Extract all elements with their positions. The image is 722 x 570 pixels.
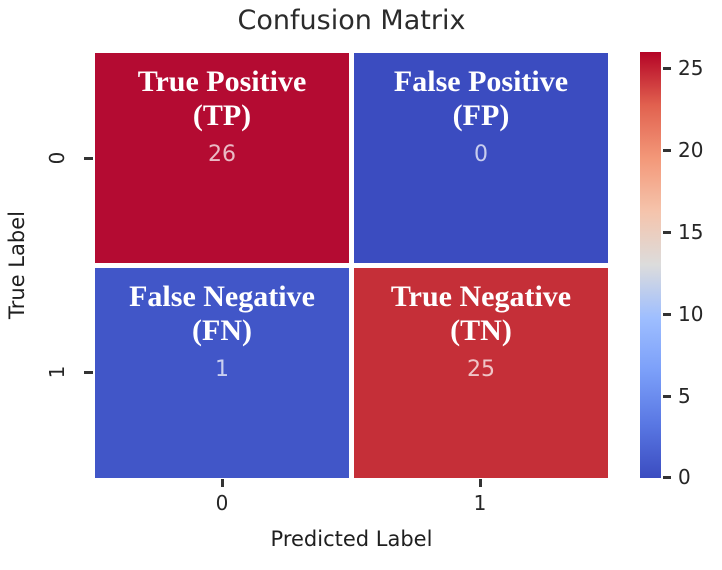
colorbar-tick-mark-20 [663,149,671,152]
y-tick-mark-0 [84,157,93,160]
cell-label-line2: (FP) [452,99,510,132]
cell-false-negative: False Negative (FN) 1 [95,268,349,478]
colorbar-tick-label-0: 0 [678,465,691,489]
colorbar-tick-label-5: 5 [678,384,691,408]
cell-value-false-negative: 1 [215,357,229,382]
y-tick-label-1: 1 [45,365,69,379]
colorbar [640,52,661,478]
cell-label-line1: True Negative [390,280,572,313]
colorbar-tick-mark-15 [663,231,671,234]
colorbar-tick-mark-10 [663,313,671,316]
colorbar-tick-label-15: 15 [678,220,704,244]
y-tick-mark-1 [84,371,93,374]
heatmap-grid: True Positive (TP) 26 False Positive (FP… [95,53,608,478]
colorbar-tick-label-10: 10 [678,302,704,326]
cell-value-true-positive: 26 [208,142,236,167]
cell-label-line1: True Positive [137,65,307,98]
colorbar-tick-label-20: 20 [678,138,704,162]
y-tick-label-0: 0 [45,151,69,165]
x-tick-mark-1 [479,479,482,487]
cell-value-true-negative: 25 [467,357,495,382]
cell-label-false-negative: False Negative (FN) [129,280,315,348]
chart-title: Confusion Matrix [237,5,466,36]
x-tick-mark-0 [221,479,224,487]
x-tick-label-1: 1 [473,491,487,515]
cell-label-line2: (TP) [192,99,252,132]
cell-value-false-positive: 0 [474,142,488,167]
colorbar-tick-mark-5 [663,395,671,398]
cell-label-true-positive: True Positive (TP) [138,65,307,133]
cell-label-false-positive: False Positive (FP) [394,65,568,133]
x-tick-label-0: 0 [215,491,229,515]
cell-label-line2: (TN) [450,314,512,347]
cell-false-positive: False Positive (FP) 0 [354,53,608,263]
colorbar-tick-mark-25 [663,67,671,70]
colorbar-tick-label-25: 25 [678,56,704,80]
cell-label-line1: False Positive [393,65,569,98]
y-axis-label: True Label [5,211,29,319]
cell-true-positive: True Positive (TP) 26 [95,53,349,263]
cell-label-true-negative: True Negative (TN) [391,280,571,348]
cell-label-line2: (FN) [192,314,252,347]
cell-label-line1: False Negative [129,280,315,313]
x-axis-label: Predicted Label [270,527,433,551]
cell-true-negative: True Negative (TN) 25 [354,268,608,478]
colorbar-tick-mark-0 [663,476,671,479]
